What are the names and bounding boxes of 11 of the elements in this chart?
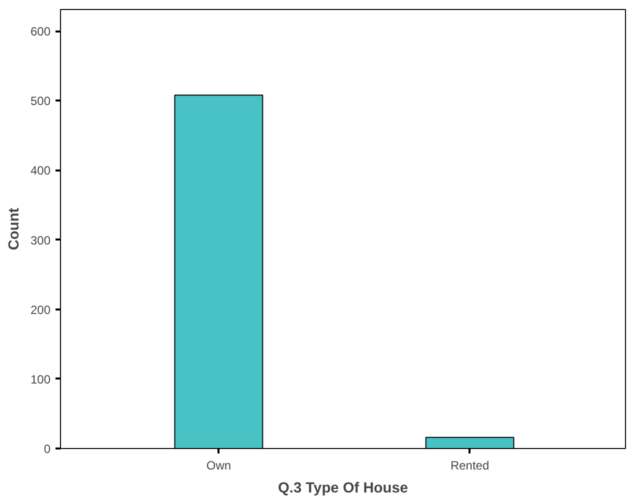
x-tick-label: Own bbox=[206, 458, 232, 472]
y-axis-title: Count bbox=[6, 208, 22, 250]
y-tick-label: 300 bbox=[30, 233, 51, 248]
y-tick-label: 100 bbox=[30, 372, 51, 386]
y-tick-label: 200 bbox=[30, 302, 51, 317]
y-tick-label: 400 bbox=[30, 164, 51, 178]
x-axis-title: Q.3 Type Of House bbox=[278, 480, 408, 496]
y-tick-label: 600 bbox=[30, 24, 51, 39]
y-tick-label: 500 bbox=[30, 94, 51, 108]
x-tick-label: Rented bbox=[450, 458, 490, 472]
y-tick-label: 0 bbox=[44, 442, 51, 456]
